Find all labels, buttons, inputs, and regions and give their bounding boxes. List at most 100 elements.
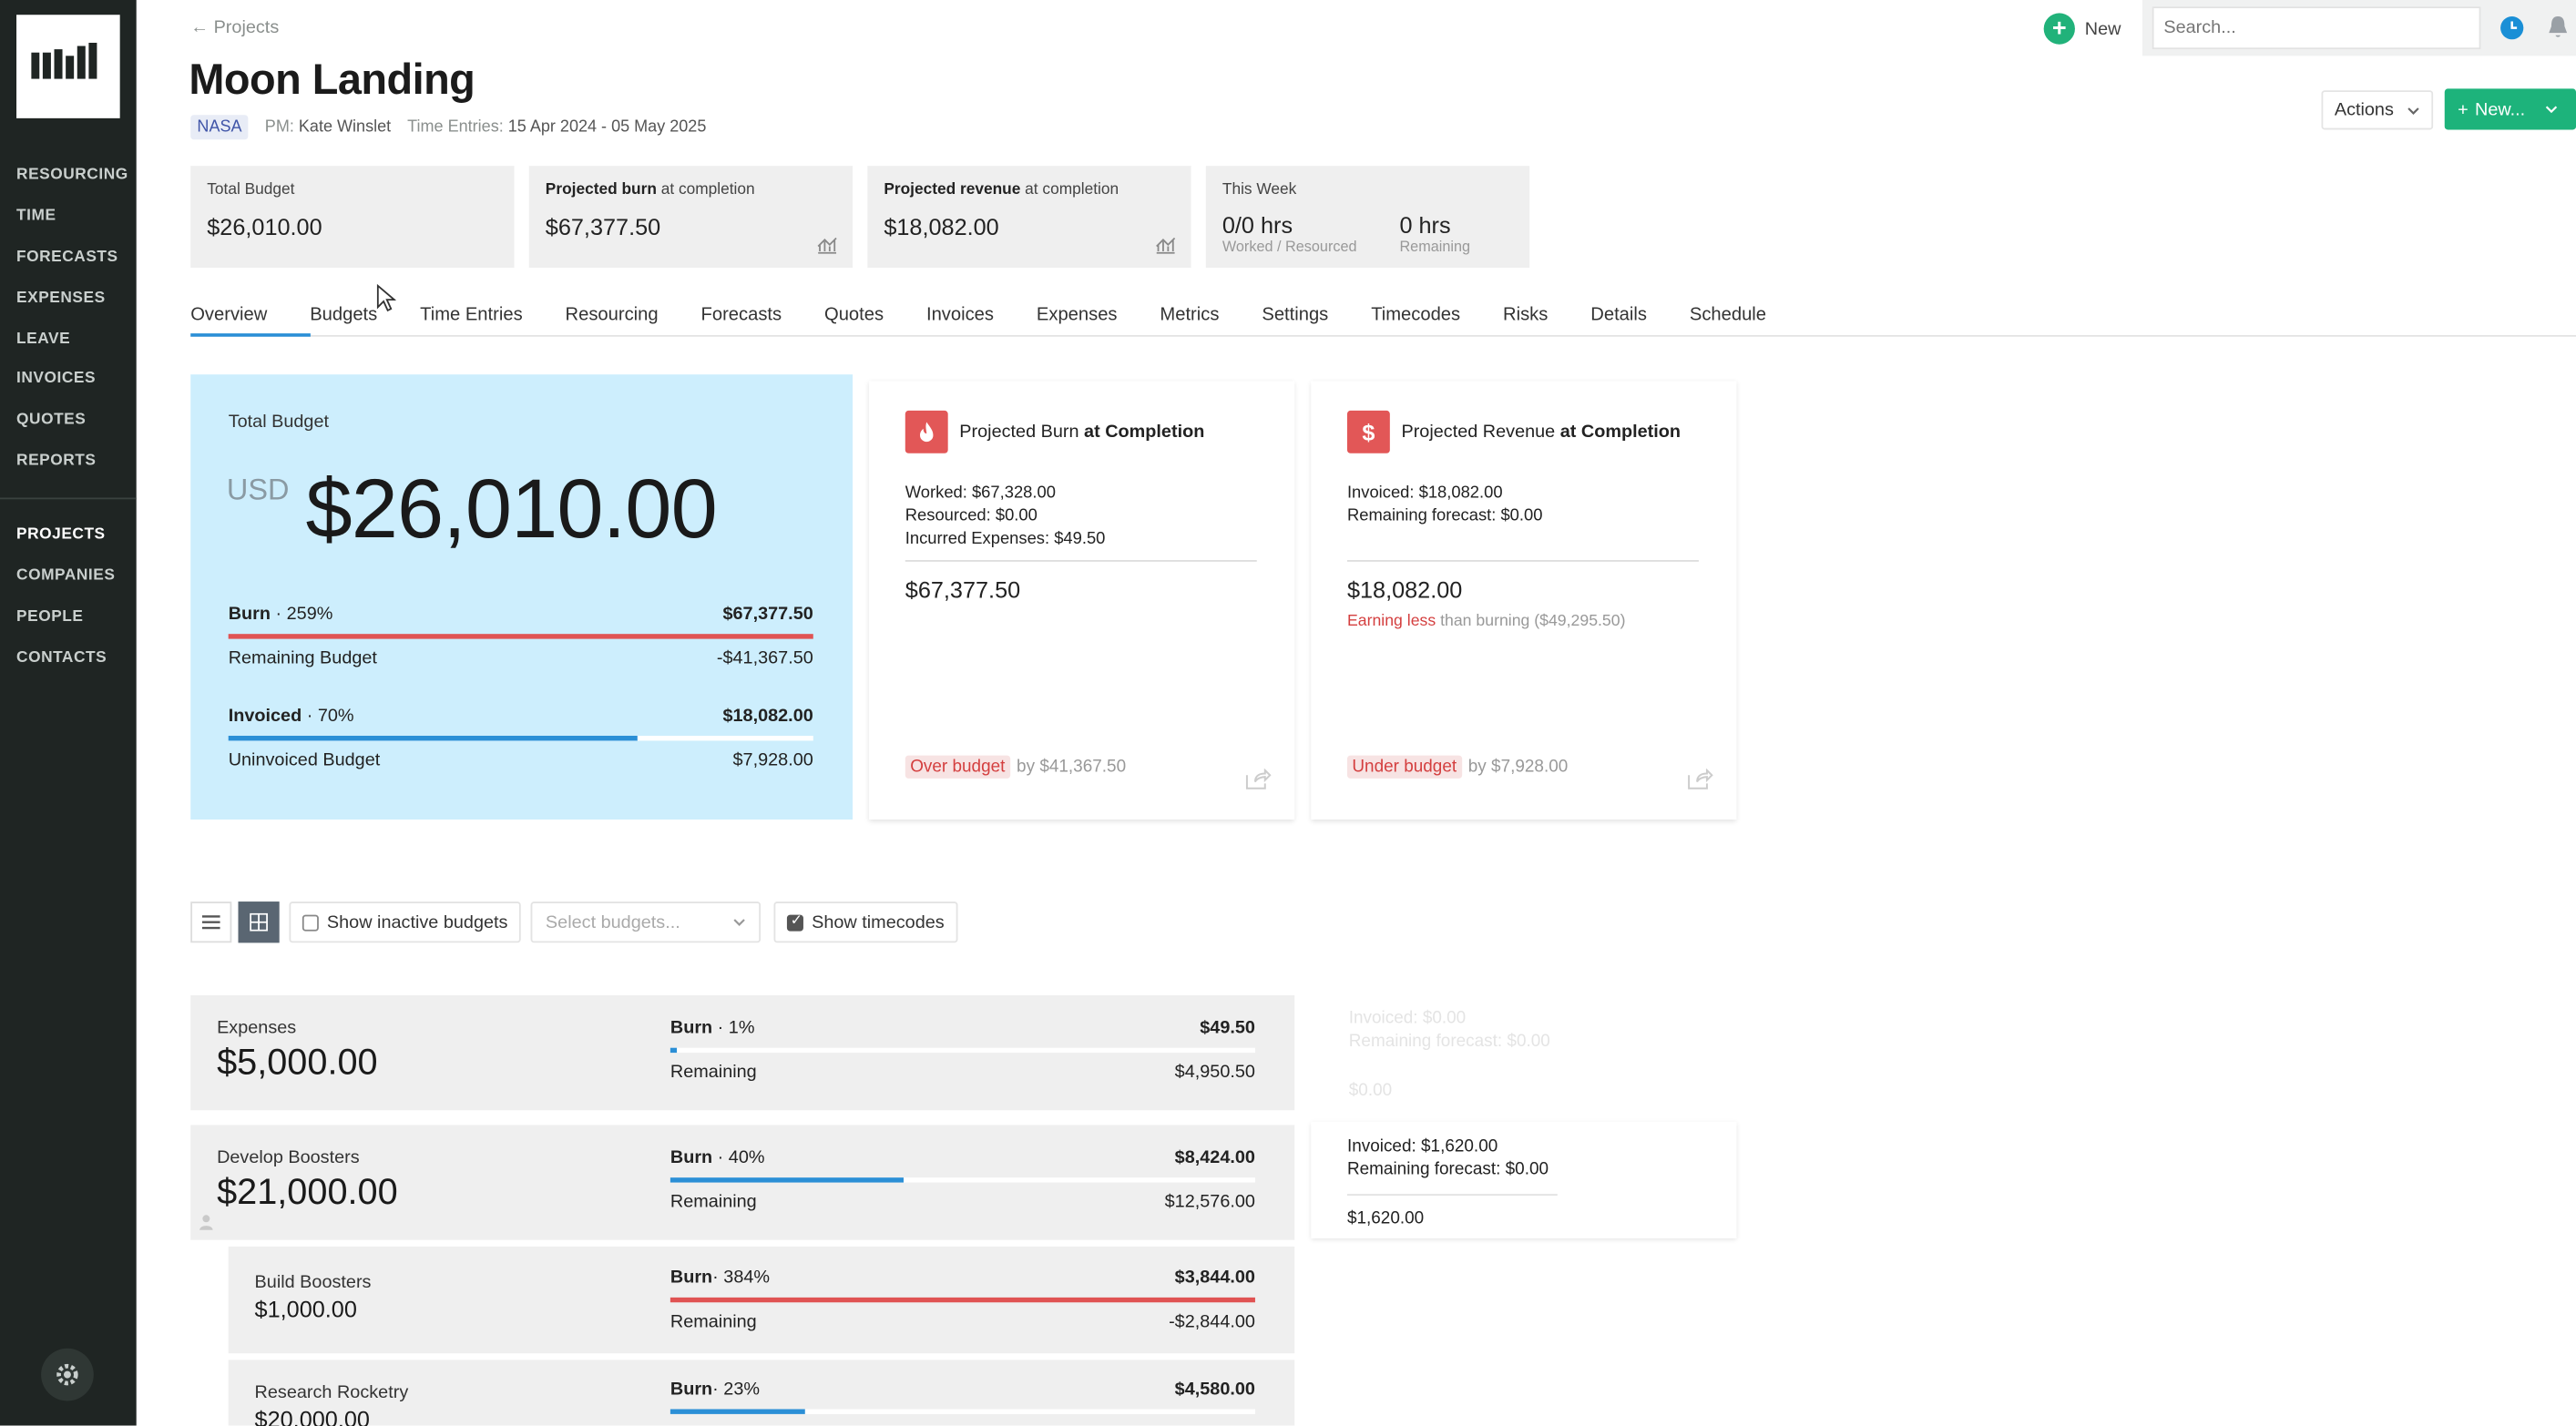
divider (1346, 560, 1699, 562)
tab-expenses[interactable]: Expenses (1036, 305, 1118, 326)
budget-name: Research Rocketry (254, 1382, 409, 1403)
nav-reports[interactable]: REPORTS (16, 452, 97, 471)
tab-risks[interactable]: Risks (1503, 305, 1549, 326)
invoiced-value: $18,082.00 (722, 706, 813, 727)
notifications-bell-icon[interactable] (2547, 15, 2570, 49)
breadcrumb-projects[interactable]: ← Projects (190, 17, 280, 38)
budget-status: Under budget by $7,928.00 (1346, 755, 1569, 779)
select-budgets-dropdown[interactable]: Select budgets... (530, 901, 762, 943)
list-view-button[interactable] (190, 901, 232, 943)
budget-row-build-boosters[interactable]: Build Boosters $1,000.00 Burn· 384% $3,84… (228, 1246, 1295, 1354)
nav-people[interactable]: PEOPLE (16, 606, 84, 626)
actions-dropdown-button[interactable]: Actions (2321, 90, 2434, 130)
resourced-line: Resourced: $0.00 (905, 507, 1038, 526)
budget-row-research-rocketry[interactable]: Research Rocketry $20,000.00 Burn· 23% $4… (228, 1360, 1295, 1426)
stat-projected-revenue: Projected revenue at completion $18,082.… (867, 166, 1191, 268)
flame-icon (905, 410, 948, 453)
burn-bar-fill (228, 634, 813, 639)
nav-bottom: PROJECTS COMPANIES PEOPLE CONTACTS (0, 515, 137, 679)
card-title: Projected Revenue at Completion (1401, 423, 1681, 443)
chart-icon[interactable] (816, 235, 837, 255)
tab-quotes[interactable]: Quotes (824, 305, 884, 326)
worked-value: 0/0 hrs (1222, 211, 1293, 239)
chevron-down-icon (2407, 107, 2419, 115)
budget-name: Develop Boosters (217, 1147, 360, 1168)
nav-companies[interactable]: COMPANIES (16, 566, 116, 585)
app-logo[interactable] (16, 15, 120, 118)
chart-icon[interactable] (1155, 235, 1176, 255)
tab-overview[interactable]: Overview (190, 299, 311, 337)
remaining-value: $4,950.50 (1174, 1062, 1255, 1083)
timer-clock-icon[interactable] (2500, 16, 2524, 40)
share-icon[interactable] (1687, 769, 1713, 789)
nav-resourcing[interactable]: RESOURCING (16, 166, 128, 185)
pm-name[interactable]: Kate Winslet (298, 117, 392, 137)
nav-contacts[interactable]: CONTACTS (16, 647, 107, 667)
over-budget-amount: by $41,367.50 (1017, 757, 1127, 778)
earning-warning: Earning less than burning ($49,295.50) (1347, 613, 1626, 631)
remaining-budget-row: Remaining Budget -$41,367.50 (229, 648, 813, 668)
over-budget-badge: Over budget (905, 755, 1010, 779)
remaining-label: Remaining (670, 1062, 757, 1083)
budget-row-develop-boosters[interactable]: Develop Boosters $21,000.00 Burn · 40% $8… (190, 1125, 1295, 1240)
show-inactive-label: Show inactive budgets (326, 912, 508, 932)
tab-schedule[interactable]: Schedule (1689, 305, 1767, 326)
share-icon[interactable] (1245, 769, 1272, 789)
budget-row-expenses[interactable]: Expenses $5,000.00 Burn · 1% $49.50 Remai… (190, 994, 1295, 1111)
nav-quotes[interactable]: QUOTES (16, 411, 87, 430)
grid-view-button[interactable] (238, 901, 280, 943)
checkbox-unchecked (302, 913, 319, 931)
gear-icon (56, 1363, 78, 1386)
total-budget-label: Total Budget (228, 412, 330, 433)
show-timecodes-checkbox[interactable]: Show timecodes (773, 901, 958, 943)
burn-row: Burn· 23% $4,580.00 (670, 1380, 1255, 1400)
new-dropdown-button[interactable]: + New... (2444, 88, 2576, 130)
ghost-total: $0.00 (1348, 1080, 1393, 1101)
nav-time[interactable]: TIME (16, 207, 56, 225)
burn-pct: · 384% (712, 1268, 771, 1288)
tab-budgets[interactable]: Budgets (310, 305, 378, 326)
nav-leave[interactable]: LEAVE (16, 329, 71, 348)
tab-metrics[interactable]: Metrics (1160, 305, 1220, 326)
person-icon (199, 1215, 213, 1230)
settings-gear-button[interactable] (41, 1348, 94, 1401)
actions-label: Actions (2334, 100, 2394, 120)
card-title-text: Projected Burn (959, 422, 1079, 443)
show-timecodes-label: Show timecodes (812, 912, 945, 932)
tab-timecodes[interactable]: Timecodes (1371, 305, 1461, 326)
stat-total-budget: Total Budget $26,010.00 (190, 166, 515, 268)
nav-expenses[interactable]: EXPENSES (16, 288, 106, 307)
plus-icon: + (2458, 99, 2469, 119)
develop-boosters-revenue-card: Invoiced: $1,620.00 Remaining forecast: … (1311, 1121, 1737, 1238)
nav-invoices[interactable]: INVOICES (16, 370, 97, 389)
invoiced-text: Invoiced · 70% (229, 707, 354, 727)
card-title: Projected Burn at Completion (959, 423, 1204, 443)
burn-text: Burn · 40% (670, 1148, 765, 1168)
tab-details[interactable]: Details (1590, 305, 1647, 326)
top-new-link[interactable]: + New (2043, 13, 2121, 45)
remaining-budget-label: Remaining Budget (228, 648, 377, 669)
chevron-down-icon (733, 919, 745, 926)
burn-value: $49.50 (1200, 1018, 1255, 1038)
tab-time-entries[interactable]: Time Entries (420, 305, 523, 326)
show-inactive-checkbox[interactable]: Show inactive budgets (289, 901, 521, 943)
client-tag[interactable]: NASA (190, 115, 249, 140)
worked-line: Worked: $67,328.00 (905, 484, 1056, 503)
top-new-label: New (2084, 18, 2121, 39)
nav-forecasts[interactable]: FORECASTS (16, 247, 118, 266)
remaining-block: 0 hrs Remaining (1399, 202, 1470, 255)
nav-projects[interactable]: PROJECTS (16, 525, 106, 544)
budget-name: Expenses (217, 1018, 297, 1038)
under-budget-amount: by $7,928.00 (1467, 757, 1569, 778)
stat-projected-burn: Projected burn at completion $67,377.50 (528, 166, 854, 268)
tab-settings[interactable]: Settings (1262, 305, 1329, 326)
budget-name: Build Boosters (254, 1272, 372, 1293)
select-budgets-placeholder: Select budgets... (545, 912, 680, 932)
tab-forecasts[interactable]: Forecasts (700, 305, 782, 326)
tab-invoices[interactable]: Invoices (925, 305, 995, 326)
burn-label: Burn (228, 604, 271, 625)
tab-resourcing[interactable]: Resourcing (565, 305, 659, 326)
stat-label: Projected revenue at completion (884, 180, 1174, 199)
search-input[interactable] (2152, 6, 2481, 50)
project-tabs: Overview Budgets Time Entries Resourcing… (190, 299, 2576, 337)
